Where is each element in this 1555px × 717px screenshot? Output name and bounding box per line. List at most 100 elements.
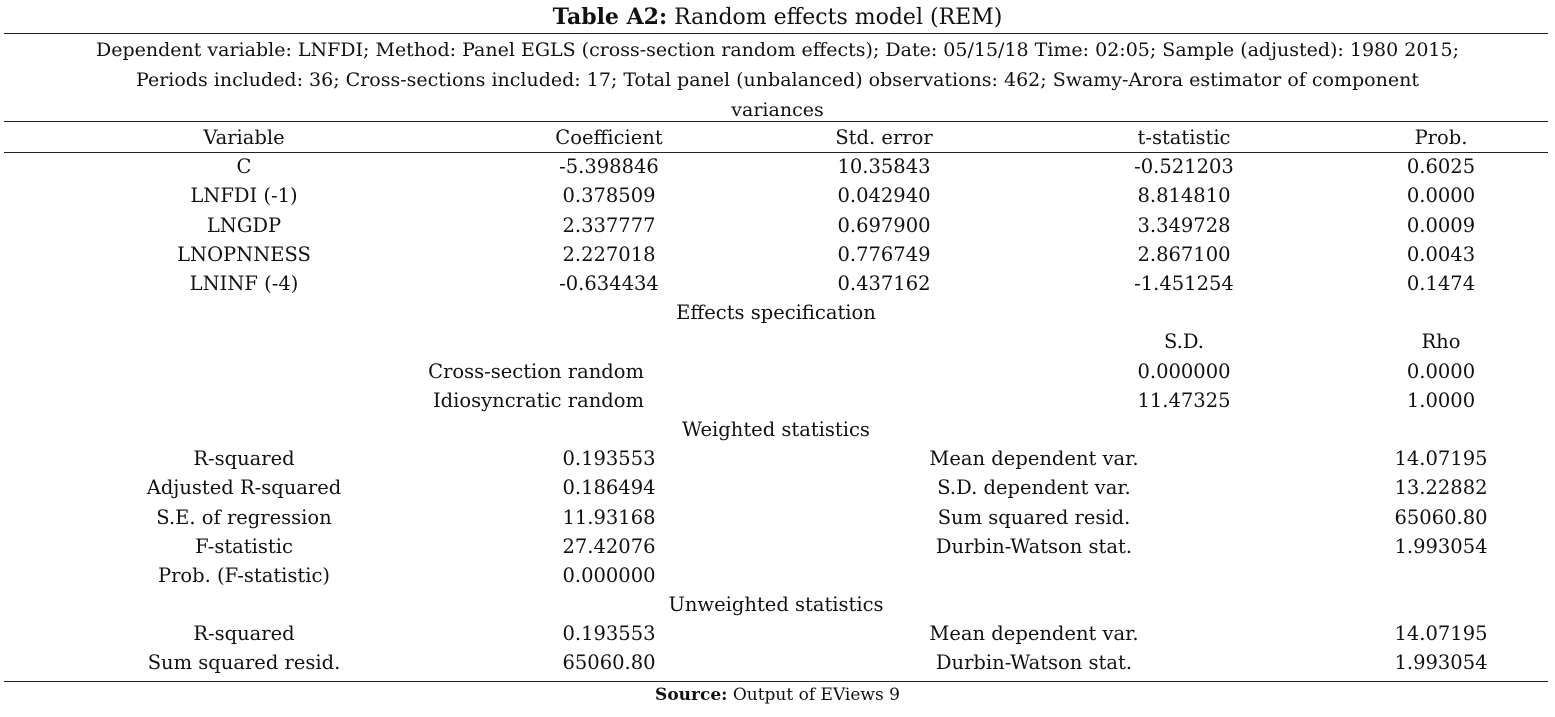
unweighted-heading-row: Unweighted statistics [4, 590, 1548, 619]
stat-label2-cell: Mean dependent var. [929, 447, 1139, 471]
effects-rho-cell: 1.0000 [1406, 388, 1476, 412]
t-statistic-cell: 3.349728 [1137, 213, 1231, 237]
stat-value-cell: 0.186494 [562, 476, 656, 500]
stat-label2-cell [734, 561, 1334, 590]
t-statistic-cell: 2.867100 [1137, 242, 1231, 266]
stat-label-cell: Sum squared resid. [147, 651, 341, 675]
header-variable: Variable [203, 126, 285, 150]
effects-sd-cell: 11.47325 [1137, 388, 1231, 412]
std-error-cell: 0.437162 [837, 272, 931, 296]
source-label: Source: [655, 685, 728, 705]
coefficient-cell: -5.398846 [559, 155, 659, 179]
stat-value2-cell: 1.993054 [1394, 651, 1488, 675]
effects-row: Idiosyncratic random 11.47325 1.0000 [4, 386, 1548, 415]
unweighted-heading: Unweighted statistics [668, 593, 884, 617]
variable-cell: LNGDP [206, 213, 282, 237]
stat-label-cell: Prob. (F-statistic) [157, 563, 331, 587]
table-row: C -5.398846 10.35843 -0.521203 0.6025 [4, 152, 1548, 181]
stat-value2-cell: 65060.80 [1394, 505, 1488, 529]
effects-heading-row: Effects specification [4, 298, 1548, 327]
stat-label2-cell: Sum squared resid. [937, 505, 1131, 529]
effects-label-cell: Cross-section random [428, 359, 644, 383]
stat-value-cell: 0.000000 [562, 563, 656, 587]
stat-value-cell: 11.93168 [562, 505, 656, 529]
results-table: Variable Coefficient Std. error t-statis… [4, 123, 1548, 678]
stat-label-cell: R-squared [193, 447, 295, 471]
stat-value-cell: 0.193553 [562, 447, 656, 471]
stat-label-cell: S.E. of regression [156, 505, 332, 529]
header-prob: Prob. [1414, 126, 1468, 150]
t-statistic-cell: -1.451254 [1134, 272, 1234, 296]
stat-label2-cell: Durbin-Watson stat. [935, 534, 1133, 558]
weighted-row: S.E. of regression 11.93168 Sum squared … [4, 502, 1548, 531]
unweighted-row: Sum squared resid. 65060.80 Durbin-Watso… [4, 648, 1548, 677]
prob-cell: 0.1474 [1406, 272, 1476, 296]
std-error-cell: 0.776749 [837, 242, 931, 266]
table-title-label: Table A2: [552, 4, 668, 30]
stat-label2-cell: Mean dependent var. [929, 622, 1139, 646]
prob-cell: 0.0009 [1406, 213, 1476, 237]
prob-cell: 0.0043 [1406, 242, 1476, 266]
stat-value-cell: 27.42076 [562, 534, 656, 558]
source-text: Output of EViews 9 [732, 685, 900, 705]
weighted-row: R-squared 0.193553 Mean dependent var. 1… [4, 444, 1548, 473]
variable-cell: LNFDI (-1) [190, 184, 298, 208]
description-line-1: Dependent variable: LNFDI; Method: Panel… [95, 39, 1460, 61]
header-top-rule [4, 121, 1548, 122]
header-std-error: Std. error [835, 126, 933, 150]
stat-label-cell: R-squared [193, 622, 295, 646]
weighted-row: Prob. (F-statistic) 0.000000 [4, 561, 1548, 590]
variable-cell: LNOPNNESS [177, 242, 311, 266]
t-statistic-cell: 8.814810 [1137, 184, 1231, 208]
effects-header-row: S.D. Rho [4, 327, 1548, 356]
prob-cell: 0.6025 [1406, 155, 1476, 179]
stat-label-cell: F-statistic [195, 534, 293, 558]
stat-value-cell: 65060.80 [562, 651, 656, 675]
coefficient-cell: 2.337777 [562, 213, 656, 237]
stat-value2-cell [1334, 561, 1548, 590]
table-title-text: Random effects model (REM) [674, 5, 1003, 30]
bottom-rule [4, 681, 1548, 682]
stat-value2-cell: 13.22882 [1394, 476, 1488, 500]
effects-heading: Effects specification [676, 301, 876, 325]
effects-sd-header: S.D. [1164, 330, 1204, 354]
header-coefficient: Coefficient [555, 126, 663, 150]
effects-sd-cell: 0.000000 [1137, 359, 1231, 383]
stat-label2-cell: S.D. dependent var. [937, 476, 1131, 500]
stat-label2-cell: Durbin-Watson stat. [935, 651, 1133, 675]
table-description: Dependent variable: LNFDI; Method: Panel… [0, 35, 1555, 125]
stat-value2-cell: 1.993054 [1394, 534, 1488, 558]
table-title: Table A2: Random effects model (REM) [0, 2, 1555, 33]
header-bottom-rule [4, 152, 1548, 153]
header-t-statistic: t-statistic [1137, 126, 1231, 150]
top-rule [4, 33, 1548, 34]
table-row: LNFDI (-1) 0.378509 0.042940 8.814810 0.… [4, 181, 1548, 210]
coefficient-cell: 2.227018 [562, 242, 656, 266]
description-line-3: variances [731, 99, 824, 121]
std-error-cell: 10.35843 [837, 155, 931, 179]
table-row: LNGDP 2.337777 0.697900 3.349728 0.0009 [4, 211, 1548, 240]
table-row: LNINF (-4) -0.634434 0.437162 -1.451254 … [4, 269, 1548, 298]
unweighted-row: R-squared 0.193553 Mean dependent var. 1… [4, 619, 1548, 648]
effects-label-cell: Idiosyncratic random [432, 388, 644, 412]
coefficient-cell: 0.378509 [562, 184, 656, 208]
weighted-heading: Weighted statistics [682, 417, 870, 441]
header-row: Variable Coefficient Std. error t-statis… [4, 123, 1548, 152]
stat-value-cell: 0.193553 [562, 622, 656, 646]
stat-value2-cell: 14.07195 [1394, 447, 1488, 471]
variable-cell: C [236, 155, 252, 179]
stat-label-cell: Adjusted R-squared [146, 476, 342, 500]
std-error-cell: 0.042940 [837, 184, 931, 208]
std-error-cell: 0.697900 [837, 213, 931, 237]
weighted-row: Adjusted R-squared 0.186494 S.D. depende… [4, 473, 1548, 502]
effects-rho-cell: 0.0000 [1406, 359, 1476, 383]
effects-rho-header: Rho [1421, 330, 1461, 354]
coefficient-cell: -0.634434 [559, 272, 659, 296]
stat-value2-cell: 14.07195 [1394, 622, 1488, 646]
prob-cell: 0.0000 [1406, 184, 1476, 208]
weighted-heading-row: Weighted statistics [4, 415, 1548, 444]
variable-cell: LNINF (-4) [189, 272, 299, 296]
description-line-2: Periods included: 36; Cross-sections inc… [136, 69, 1419, 91]
table-row: LNOPNNESS 2.227018 0.776749 2.867100 0.0… [4, 240, 1548, 269]
